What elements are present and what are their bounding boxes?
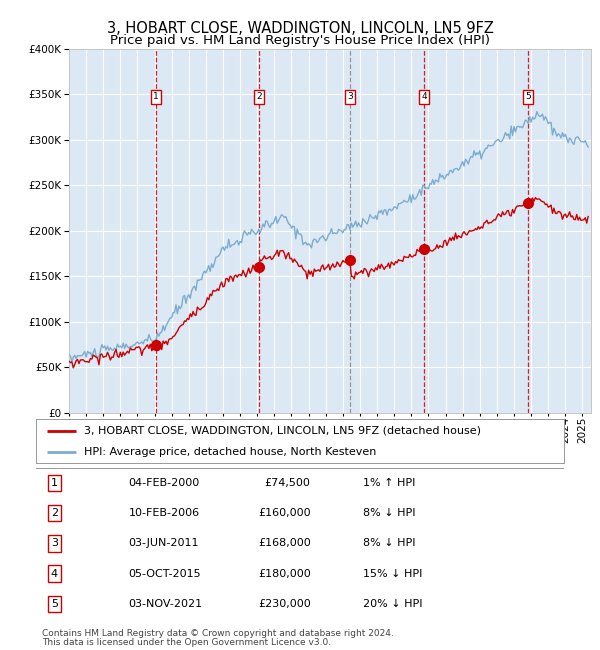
Text: 03-NOV-2021: 03-NOV-2021 xyxy=(128,599,203,608)
Text: £74,500: £74,500 xyxy=(265,478,311,488)
Text: 1: 1 xyxy=(51,478,58,488)
Text: 1: 1 xyxy=(153,92,159,101)
Text: 1% ↑ HPI: 1% ↑ HPI xyxy=(364,478,416,488)
Text: 8% ↓ HPI: 8% ↓ HPI xyxy=(364,538,416,549)
Text: 5: 5 xyxy=(51,599,58,608)
Text: 8% ↓ HPI: 8% ↓ HPI xyxy=(364,508,416,518)
Text: 3: 3 xyxy=(51,538,58,549)
Text: £160,000: £160,000 xyxy=(258,508,311,518)
Text: 04-FEB-2000: 04-FEB-2000 xyxy=(128,478,200,488)
Text: Contains HM Land Registry data © Crown copyright and database right 2024.: Contains HM Land Registry data © Crown c… xyxy=(42,629,394,638)
Text: 05-OCT-2015: 05-OCT-2015 xyxy=(128,569,201,578)
Text: 15% ↓ HPI: 15% ↓ HPI xyxy=(364,569,423,578)
Text: 4: 4 xyxy=(51,569,58,578)
Text: 2: 2 xyxy=(256,92,262,101)
Text: 4: 4 xyxy=(421,92,427,101)
Text: Price paid vs. HM Land Registry's House Price Index (HPI): Price paid vs. HM Land Registry's House … xyxy=(110,34,490,47)
Text: HPI: Average price, detached house, North Kesteven: HPI: Average price, detached house, Nort… xyxy=(83,447,376,457)
Text: 3, HOBART CLOSE, WADDINGTON, LINCOLN, LN5 9FZ: 3, HOBART CLOSE, WADDINGTON, LINCOLN, LN… xyxy=(107,21,493,36)
Text: £180,000: £180,000 xyxy=(258,569,311,578)
Text: £230,000: £230,000 xyxy=(258,599,311,608)
Text: 03-JUN-2011: 03-JUN-2011 xyxy=(128,538,199,549)
Text: 3: 3 xyxy=(347,92,353,101)
Text: 20% ↓ HPI: 20% ↓ HPI xyxy=(364,599,423,608)
Text: This data is licensed under the Open Government Licence v3.0.: This data is licensed under the Open Gov… xyxy=(42,638,331,647)
Text: 3, HOBART CLOSE, WADDINGTON, LINCOLN, LN5 9FZ (detached house): 3, HOBART CLOSE, WADDINGTON, LINCOLN, LN… xyxy=(83,426,481,436)
Text: 2: 2 xyxy=(51,508,58,518)
Text: 10-FEB-2006: 10-FEB-2006 xyxy=(128,508,200,518)
Text: 5: 5 xyxy=(526,92,531,101)
Text: £168,000: £168,000 xyxy=(258,538,311,549)
